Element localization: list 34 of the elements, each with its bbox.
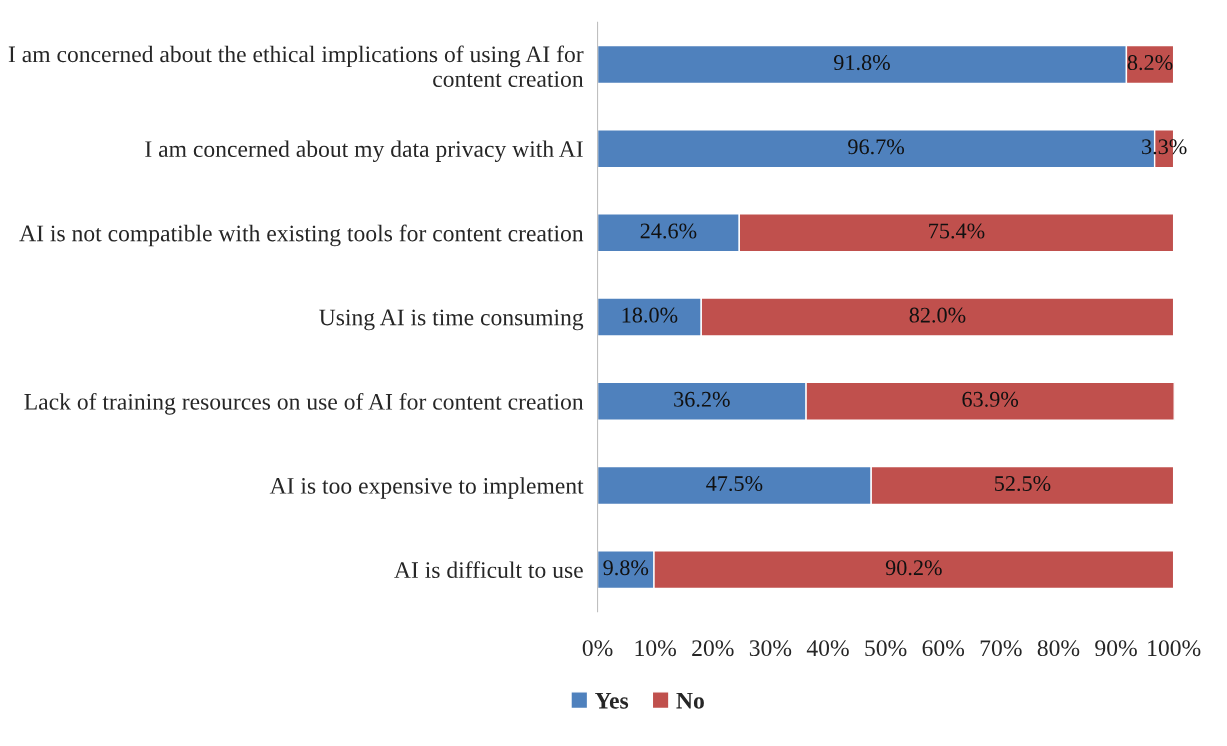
x-tick-label: 90% [1095,640,1137,657]
data-label: 8.2% [1127,55,1173,71]
x-tick-label: 60% [922,640,965,657]
x-tick-label: 80% [1037,640,1080,657]
data-label: 24.6% [640,223,697,239]
y-tick-label: Lack of training resources on use of AI for content creation [24,392,584,415]
data-label: 91.8% [834,55,890,71]
data-label: 52.5% [995,476,1051,492]
data-label: 18.0% [622,307,678,323]
y-tick-label: AI is too expensive to implement [269,477,584,499]
data-label: 9.8% [603,560,649,576]
x-tick-label: 70% [980,640,1022,657]
data-label: 82.0% [909,307,966,323]
y-tick-label: I am concerned about the ethical implications of using AI for content creation [8,45,584,88]
x-tick-label: 50% [865,640,907,657]
y-tick-label: AI is not compatible with existing tools for content creation [19,224,584,247]
legend-label: Yes [595,692,629,709]
x-tick-label: 0% [582,640,613,657]
x-tick-label: 30% [749,640,792,657]
data-label: 75.4% [929,223,985,239]
data-label: 36.2% [674,391,730,407]
x-tick-label: 100% [1148,640,1201,657]
data-label: 3.3% [1142,139,1187,155]
y-tick-label: Using AI is time consuming [319,309,584,331]
data-label: 90.2% [885,560,942,576]
data-label: 96.7% [848,139,905,155]
legend-label: No [676,692,704,709]
x-tick-label: 40% [806,640,849,657]
x-tick-label: 20% [692,640,734,657]
y-tick-label: AI is difficult to use [394,561,583,579]
y-tick-label: I am concerned about my data privacy with AI [145,140,583,162]
data-label: 63.9% [962,391,1019,407]
x-tick-label: 10% [635,640,676,657]
data-label: 47.5% [706,476,763,492]
